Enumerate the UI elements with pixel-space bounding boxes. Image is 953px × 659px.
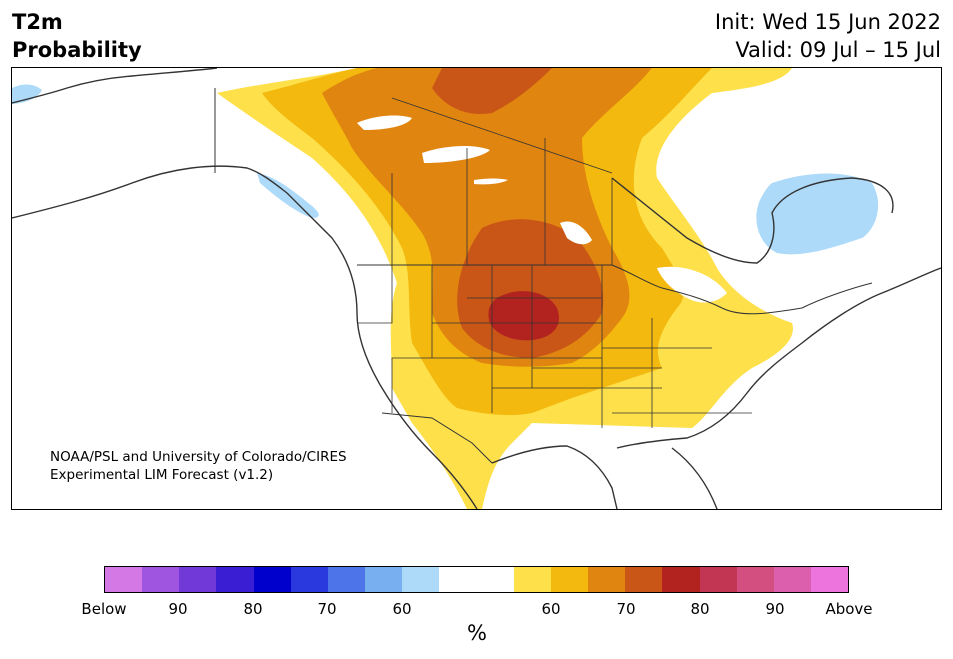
credit-text: NOAA/PSL and University of Colorado/CIRE… — [50, 448, 347, 484]
colorbar-tick-label: 80 — [243, 600, 263, 618]
colorbar-segment — [736, 567, 774, 592]
colorbar-tick-label: 70 — [616, 600, 636, 618]
lake — [422, 146, 490, 163]
border — [381, 412, 493, 464]
colorbar-segment — [142, 567, 180, 592]
colorbar-segment — [105, 567, 143, 592]
shade-above-80-core — [432, 68, 552, 114]
colorbar-segment — [365, 567, 403, 592]
colorbar-segment — [773, 567, 811, 592]
lake — [560, 221, 592, 245]
colorbar-tick-label: 60 — [541, 600, 561, 618]
lake — [357, 115, 412, 130]
colorbar-segment — [550, 567, 589, 592]
border — [357, 264, 873, 315]
forecast-map: NOAA/PSL and University of Colorado/CIRE… — [11, 67, 942, 510]
lake — [474, 178, 508, 185]
colorbar-segment — [290, 567, 328, 592]
coastline — [611, 177, 894, 264]
colorbar-segment — [216, 567, 254, 592]
shade-below-50-alaska — [12, 84, 42, 104]
coastline — [616, 267, 941, 449]
shade-below-50-coast — [257, 173, 319, 218]
credit-line-1: NOAA/PSL and University of Colorado/CIRE… — [50, 449, 347, 465]
variable-label: T2m — [12, 10, 63, 34]
colorbar-tick-label: Below — [81, 600, 127, 618]
shade-below-50-east — [756, 173, 879, 255]
coastline — [671, 447, 718, 509]
colorbar-tick-label: 80 — [690, 600, 710, 618]
forecast-dates: Init: Wed 15 Jun 2022 Valid: 09 Jul – 15… — [715, 8, 941, 64]
init-date: Init: Wed 15 Jun 2022 — [714, 10, 941, 34]
colorbar-tick-label: 60 — [392, 600, 412, 618]
map-canvas — [12, 68, 941, 509]
chart-title: T2m Probability — [12, 8, 142, 64]
product-label: Probability — [12, 38, 142, 62]
border — [357, 265, 752, 428]
colorbar-tick-label: 90 — [765, 600, 785, 618]
colorbar-tick-label: 70 — [317, 600, 337, 618]
border — [391, 97, 613, 265]
colorbar-tick-label: Above — [825, 600, 873, 618]
credit-line-2: Experimental LIM Forecast (v1.2) — [50, 467, 274, 483]
colorbar — [104, 566, 849, 593]
colorbar-segment — [253, 567, 291, 592]
colorbar-ticks: Below 90 80 70 60 60 70 80 90 Above — [0, 600, 953, 620]
lake — [657, 266, 727, 303]
colorbar-segment — [513, 567, 551, 592]
shade-above-90 — [488, 291, 560, 341]
coastline — [491, 445, 618, 509]
colorbar-segment — [625, 567, 663, 592]
colorbar-segment — [588, 567, 626, 592]
colorbar-segment — [699, 567, 737, 592]
coastline — [12, 68, 218, 104]
colorbar-segment — [327, 567, 366, 592]
colorbar-unit: % — [467, 621, 487, 645]
colorbar-segment — [439, 567, 477, 592]
coastline — [12, 165, 478, 509]
colorbar-segment — [402, 567, 440, 592]
colorbar-segment — [662, 567, 700, 592]
colorbar-segment — [476, 567, 514, 592]
colorbar-segment — [179, 567, 217, 592]
valid-period: Valid: 09 Jul – 15 Jul — [735, 38, 941, 62]
colorbar-segment — [810, 567, 849, 592]
colorbar-tick-label: 90 — [168, 600, 188, 618]
